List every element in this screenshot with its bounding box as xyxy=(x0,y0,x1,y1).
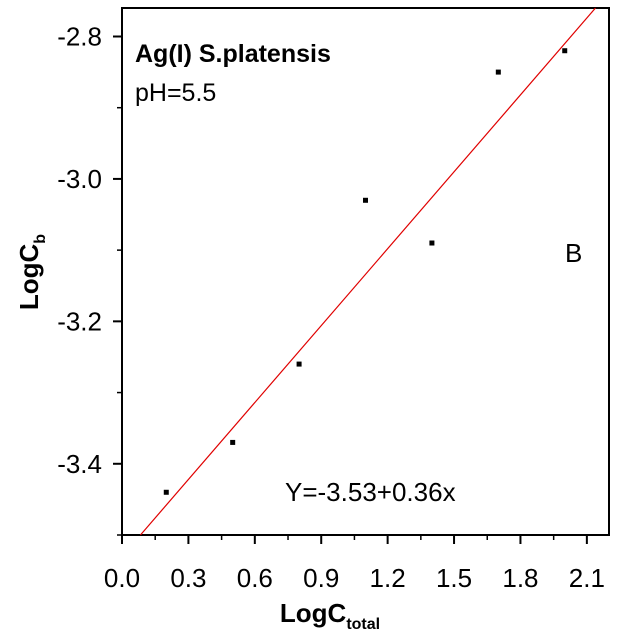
fit-line xyxy=(139,7,596,536)
x-tick-label: 1.2 xyxy=(370,563,406,593)
panel-label: B xyxy=(565,238,582,268)
fit-equation: Y=-3.53+0.36x xyxy=(285,477,456,507)
data-point xyxy=(429,240,435,246)
x-axis-title-main: LogC xyxy=(280,598,347,628)
y-tick-label: -3.0 xyxy=(57,164,102,194)
y-axis-title-sub: b xyxy=(32,234,49,244)
x-axis-title-sub: total xyxy=(346,616,380,633)
chart-subtitle: pH=5.5 xyxy=(135,79,216,107)
y-axis-title: LogCb xyxy=(14,234,49,310)
data-point xyxy=(495,69,501,75)
x-tick-label: 0.3 xyxy=(170,563,206,593)
x-tick-label: 0.6 xyxy=(237,563,273,593)
y-tick-label: -3.2 xyxy=(57,306,102,336)
x-tick-label: 0.0 xyxy=(104,563,140,593)
y-axis-title-main: LogC xyxy=(14,243,44,310)
plot-frame xyxy=(121,7,610,536)
x-tick-label: 1.5 xyxy=(436,563,472,593)
data-point xyxy=(363,197,368,203)
y-tick-label: -3.4 xyxy=(57,449,102,479)
data-point xyxy=(163,489,169,495)
x-tick-label: 2.1 xyxy=(569,563,605,593)
x-axis-title: LogCtotal xyxy=(280,598,380,633)
x-tick-label: 1.8 xyxy=(502,563,538,593)
data-point xyxy=(230,439,236,445)
data-point xyxy=(296,361,302,367)
y-tick-label: -2.8 xyxy=(57,21,102,51)
x-tick-label: 0.9 xyxy=(303,563,339,593)
data-point xyxy=(562,48,568,54)
chart-title: Ag(I) S.platensis xyxy=(135,40,331,68)
